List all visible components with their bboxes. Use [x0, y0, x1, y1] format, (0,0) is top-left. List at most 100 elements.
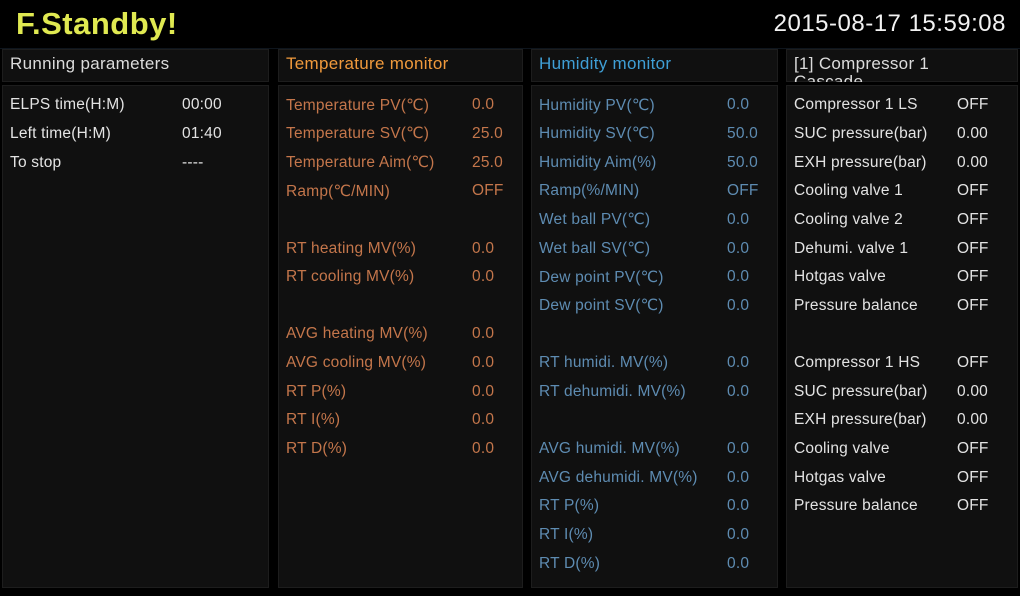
datetime-display: 2015-08-17 15:59:08 [773, 10, 1006, 37]
row-value: OFF [727, 182, 759, 200]
row-label: RT dehumidi. MV(%) [539, 382, 686, 400]
table-row: Dew point SV(℃) 0.0 [531, 291, 778, 320]
row-label: Ramp(%/MIN) [539, 182, 640, 200]
row-label: EXH pressure(bar) [794, 411, 927, 429]
humidity-monitor-header: Humidity monitor [531, 49, 778, 82]
table-row: Humidity SV(℃) 50.0 [531, 120, 778, 149]
row-value: 0.0 [727, 96, 750, 114]
row-value: 25.0 [472, 124, 503, 142]
table-row: EXH pressure(bar) 0.00 [786, 148, 1018, 177]
table-row: RT P(%) 0.0 [531, 492, 778, 521]
spacer-row [278, 291, 523, 320]
table-row: Hotgas valve OFF [786, 463, 1018, 492]
row-label: Cooling valve 2 [794, 210, 903, 228]
table-row: RT cooling MV(%) 0.0 [278, 263, 523, 292]
row-label: Compressor 1 LS [794, 96, 918, 114]
table-row: Humidity PV(℃) 0.0 [531, 91, 778, 120]
row-value: 0.0 [472, 411, 495, 429]
row-label: Temperature Aim(℃) [286, 154, 435, 172]
row-value: 0.0 [472, 440, 495, 457]
row-value: 0.0 [472, 268, 495, 286]
row-value: 50.0 [727, 153, 758, 171]
row-value: OFF [957, 268, 989, 286]
row-label: AVG humidi. MV(%) [539, 440, 680, 457]
row-value: 0.00 [957, 411, 988, 429]
table-row: AVG cooling MV(%) 0.0 [278, 349, 523, 378]
row-label: Left time(H:M) [10, 124, 111, 142]
row-value: 0.0 [727, 239, 750, 257]
temperature-monitor-panel: Temperature PV(℃) 0.0 Temperature SV(℃) 25.… [278, 85, 523, 588]
row-value: OFF [957, 296, 989, 314]
row-label: Wet ball SV(℃) [539, 240, 651, 258]
table-row: Dehumi. valve 1 OFF [786, 234, 1018, 263]
row-label: AVG dehumidi. MV(%) [539, 468, 698, 486]
row-value: 0.0 [727, 554, 750, 572]
row-value: 0.0 [727, 497, 750, 515]
row-label: Dehumi. valve 1 [794, 239, 909, 257]
table-row: Cooling valve OFF [786, 435, 1018, 464]
row-label: RT I(%) [539, 525, 594, 543]
spacer-row [531, 320, 778, 349]
row-value: OFF [957, 210, 989, 228]
temperature-monitor-header: Temperature monitor [278, 49, 523, 82]
row-label: Pressure balance [794, 296, 918, 314]
table-row: RT D(%) 0.0 [531, 549, 778, 578]
row-label: Dew point PV(℃) [539, 268, 664, 286]
row-label: SUC pressure(bar) [794, 124, 928, 142]
row-label: RT P(%) [286, 382, 347, 400]
row-label: EXH pressure(bar) [794, 153, 927, 171]
row-label: RT D(%) [539, 554, 601, 572]
row-label: AVG heating MV(%) [286, 325, 428, 343]
row-value: OFF [472, 182, 504, 200]
row-label: Hotgas valve [794, 468, 887, 486]
row-label: RT humidi. MV(%) [539, 354, 669, 372]
row-label: Wet ball PV(℃) [539, 211, 651, 229]
row-value: OFF [957, 239, 989, 257]
table-row: Temperature Aim(℃) 25.0 [278, 148, 523, 177]
table-row: AVG dehumidi. MV(%) 0.0 [531, 463, 778, 492]
row-label: Hotgas valve [794, 268, 887, 286]
table-row: Ramp(%/MIN) OFF [531, 177, 778, 206]
row-label: Temperature PV(℃) [286, 96, 430, 114]
table-row: Compressor 1 HS OFF [786, 349, 1018, 378]
row-label: Humidity PV(℃) [539, 96, 655, 114]
running-parameters-panel: ELPS time(H:M) 00:00 Left time(H:M) 01:40 To… [2, 85, 269, 588]
table-row: Pressure balance OFF [786, 291, 1018, 320]
row-value: 25.0 [472, 153, 503, 171]
table-row: Hotgas valve OFF [786, 263, 1018, 292]
row-value: 0.0 [727, 440, 750, 457]
table-row: RT humidi. MV(%) 0.0 [531, 349, 778, 378]
row-value: 0.0 [472, 382, 495, 400]
row-value: 0.00 [957, 124, 988, 142]
row-value: 50.0 [727, 124, 758, 142]
row-value: OFF [957, 354, 989, 372]
row-label: RT heating MV(%) [286, 239, 417, 257]
row-label: RT D(%) [286, 440, 348, 457]
table-row: Cooling valve 2 OFF [786, 206, 1018, 235]
row-label: Cooling valve 1 [794, 182, 903, 200]
row-label: ELPS time(H:M) [10, 96, 125, 114]
table-row: AVG humidi. MV(%) 0.0 [531, 435, 778, 464]
table-row: RT I(%) 0.0 [531, 521, 778, 550]
table-row: Cooling valve 1 OFF [786, 177, 1018, 206]
table-row: Dew point PV(℃) 0.0 [531, 263, 778, 292]
table-row: ELPS time(H:M) 00:00 [2, 91, 269, 120]
row-value: OFF [957, 497, 989, 515]
row-value: 01:40 [182, 124, 222, 142]
compressor-1-header: [1] Compressor 1 Cascade [786, 49, 1018, 82]
row-value: 0.0 [727, 210, 750, 228]
row-label: Pressure balance [794, 497, 918, 515]
row-value: 0.0 [472, 354, 495, 372]
row-label: SUC pressure(bar) [794, 382, 928, 400]
table-row: Wet ball PV(℃) 0.0 [531, 206, 778, 235]
row-value: 0.0 [727, 268, 750, 286]
table-row: Pressure balance OFF [786, 492, 1018, 521]
table-row: RT heating MV(%) 0.0 [278, 234, 523, 263]
row-value: 0.0 [472, 239, 495, 257]
row-label: AVG cooling MV(%) [286, 354, 427, 372]
row-value: OFF [957, 182, 989, 200]
row-value: 00:00 [182, 96, 222, 114]
table-row: RT D(%) 0.0 [278, 435, 523, 464]
spacer-row [278, 206, 523, 235]
